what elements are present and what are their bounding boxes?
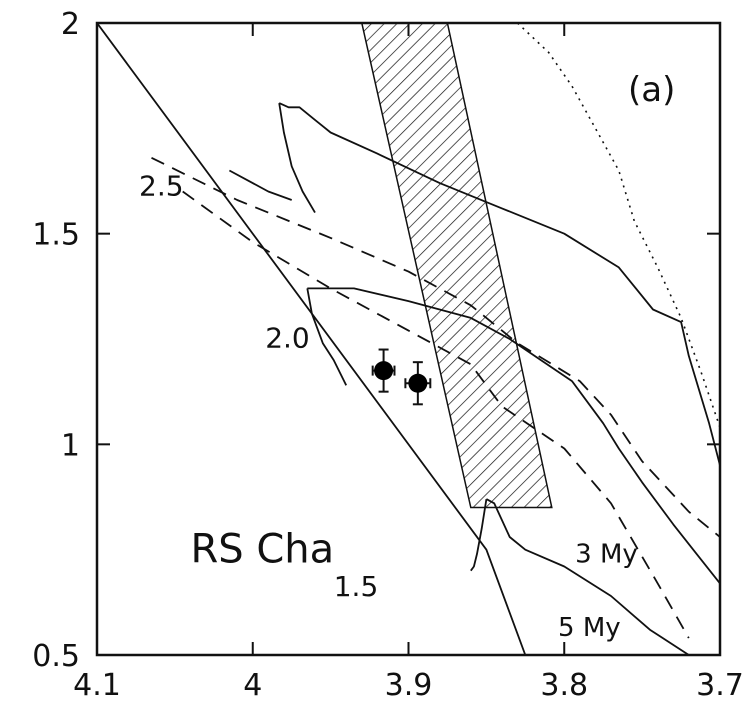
point-marker [374,361,394,381]
series-line-11 [516,23,720,428]
series-line-1 [97,23,527,655]
hatched-band-layer [361,23,553,509]
annotation-label: 2.0 [265,321,310,354]
series-line-4 [228,169,293,201]
series-line-5 [307,287,720,584]
annotation-label: 1.5 [334,570,379,603]
instability-strip-band [361,23,553,509]
x-tick-label: 3.8 [540,668,588,703]
y-tick-label: 0.5 [32,639,80,674]
annotation-label: 5 My [558,613,621,643]
data-points-layer [371,348,432,406]
annotations-layer: 2.5 2.0 1.5 3 My 5 My RS Cha [139,170,638,643]
point-marker [408,373,428,393]
x-tick-label: 4 [243,668,262,703]
series-line-10 [182,190,690,639]
y-tick-label: 1.5 [32,218,80,253]
x-tick-label: 3.9 [385,668,433,703]
x-tick-label: 3.7 [696,668,744,703]
panel-label: (a) [628,70,675,110]
annotation-label: 2.5 [139,170,184,203]
data-point-1 [371,348,396,393]
series-line-7 [485,498,691,655]
series-line-2 [278,102,720,466]
annotation-label: RS Cha [190,526,334,572]
y-tick-label: 1 [61,428,80,463]
series-line-9 [151,156,720,538]
axis-ticks-layer: 4.1 4 3.9 3.8 3.7 0.5 1 1.5 2 [32,7,744,703]
y-tick-label: 2 [61,7,80,42]
series-line-8 [470,498,488,572]
series-line-3 [278,102,316,214]
data-point-2 [404,361,432,406]
annotation-label: 3 My [575,539,638,569]
track-lines-layer [97,23,720,655]
x-tick-label: 4.1 [73,668,121,703]
series-line-6 [306,288,348,386]
